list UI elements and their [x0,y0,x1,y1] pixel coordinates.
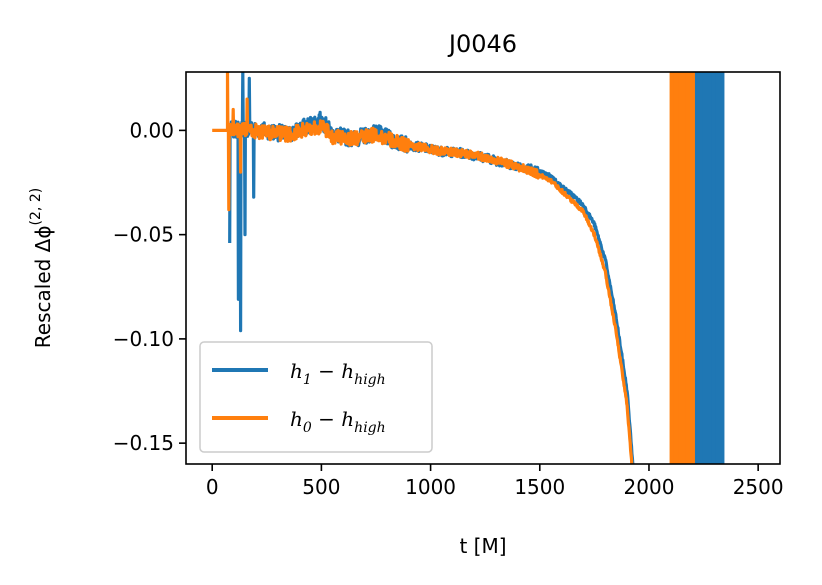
y-tick-label: −0.10 [113,327,174,351]
x-tick-label: 1500 [514,475,565,499]
legend-h1-sub2: high [354,372,385,388]
legend-h1-main: h [290,359,303,383]
chart-title: J0046 [447,30,517,58]
legend-label-h1: h1 − hhigh [290,359,386,388]
y-tick-label: −0.15 [113,431,174,455]
legend-h0-main: h [290,407,303,431]
y-axis-label-main: Rescaled Δϕ [31,225,55,348]
legend-h1-sub: 1 [303,372,312,388]
x-tick-label: 0 [206,475,219,499]
series-line [212,72,634,464]
x-tick-label: 2000 [624,475,675,499]
y-tick-label: −0.05 [113,223,174,247]
x-axis-label: t [M] [459,534,506,558]
x-tick-label: 500 [302,475,340,499]
x-tick-label: 2500 [733,475,784,499]
y-axis: 0.00 −0.05 −0.10 −0.15 [113,118,186,455]
legend-h0-rest: − h [312,407,354,431]
x-axis: 0 500 1000 1500 2000 2500 [206,464,784,499]
series-h0-minus-hhigh [212,72,695,464]
y-tick-label: 0.00 [129,118,174,142]
legend-h0-sub: 0 [303,420,312,436]
y-axis-label-superscript: (2, 2) [28,188,44,226]
legend: h1 − hhigh h0 − hhigh [199,341,433,453]
series-layer [212,72,725,464]
legend-h1-rest: − h [312,359,354,383]
plot-frame [185,71,781,465]
legend-label-h0: h0 − hhigh [290,407,386,436]
legend-h0-sub2: high [354,420,385,436]
x-tick-label: 1000 [405,475,456,499]
y-axis-label: Rescaled Δϕ(2, 2) [28,188,55,348]
